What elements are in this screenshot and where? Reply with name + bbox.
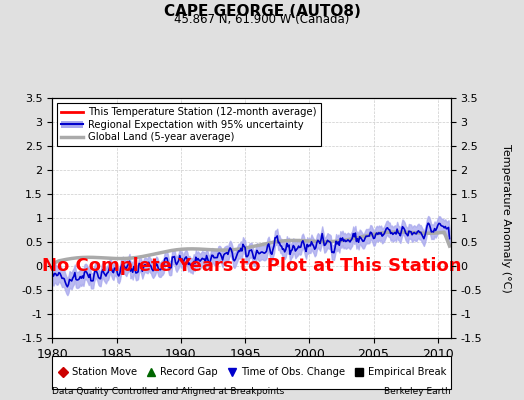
Text: Data Quality Controlled and Aligned at Breakpoints: Data Quality Controlled and Aligned at B… bbox=[52, 387, 285, 396]
FancyBboxPatch shape bbox=[52, 356, 451, 389]
Legend: This Temperature Station (12-month average), Regional Expectation with 95% uncer: This Temperature Station (12-month avera… bbox=[58, 103, 321, 146]
Text: No Complete Years to Plot at This Station: No Complete Years to Plot at This Statio… bbox=[42, 257, 461, 275]
Text: Berkeley Earth: Berkeley Earth bbox=[384, 387, 451, 396]
Y-axis label: Temperature Anomaly (°C): Temperature Anomaly (°C) bbox=[501, 144, 511, 292]
Text: 45.867 N, 61.900 W (Canada): 45.867 N, 61.900 W (Canada) bbox=[174, 13, 350, 26]
Legend: Station Move, Record Gap, Time of Obs. Change, Empirical Break: Station Move, Record Gap, Time of Obs. C… bbox=[55, 366, 448, 379]
Text: CAPE GEORGE (AUTO8): CAPE GEORGE (AUTO8) bbox=[163, 4, 361, 19]
